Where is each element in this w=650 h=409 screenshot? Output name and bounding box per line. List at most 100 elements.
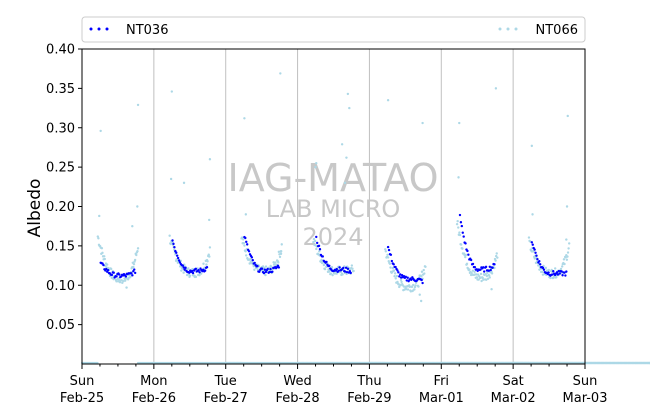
nt066-outlier-point [386,98,390,102]
nt066-point [487,274,491,277]
nt066-point [422,268,425,272]
x-tick-label-date: Mar-03 [563,391,608,406]
nt036-point [564,274,567,277]
nt066-point [393,272,397,275]
nt066-point [465,262,469,266]
nt066-point [391,266,395,270]
nt036-point [321,255,324,258]
nt066-outlier-point [136,103,140,107]
nt066-outlier-point [419,299,423,303]
y-tick-label: 0.20 [46,200,75,215]
nt066-point [566,255,569,258]
nt036-point [197,268,200,272]
nt066-point [541,270,544,274]
nt066-point [488,276,491,279]
nt066-point [424,265,427,268]
nt066-outlier-point [136,205,139,208]
nt036-point [565,270,568,273]
nt066-point [464,253,468,257]
nt036-point [262,271,266,275]
nt066-point [279,250,283,253]
nt066-point [480,279,483,283]
watermark-line-3: 2024 [302,223,363,251]
nt066-point [475,276,479,279]
nt036-point [471,262,475,266]
nt066-point [178,265,182,268]
nt066-outlier-point [279,72,282,75]
nt066-point [248,262,251,265]
nt066-point [240,236,244,239]
nt066-point [315,247,318,251]
nt066-point [133,258,137,262]
nt066-point [562,258,566,261]
nt036-point [342,266,345,270]
nt066-point [331,273,334,277]
legend-label-nt066: NT066 [536,23,578,38]
nt066-point [486,277,490,280]
nt066-point [322,263,326,267]
nt036-point [461,231,464,234]
nt036-point [106,268,110,272]
nt066-outlier-point [566,114,569,118]
y-tick-label: 0.40 [46,43,75,58]
nt066-outlier-point [346,92,350,96]
nt066-point [350,264,354,267]
nt066-point [208,246,212,249]
x-tick-label-weekday: Tue [214,374,237,389]
nt036-point [133,268,136,271]
nt066-point [559,267,563,271]
x-tick-label-weekday: Thu [356,374,381,389]
nt036-point [410,278,413,281]
nt066-point [244,250,247,253]
nt036-point [268,270,271,274]
nt036-point [399,276,403,279]
nt066-point [103,257,107,261]
nt036-point [487,269,491,272]
nt066-point [412,283,415,287]
nt066-point [100,247,104,250]
nt066-outlier-point [98,214,101,218]
nt036-point [404,275,408,279]
nt036-point [536,257,539,261]
nt036-point [558,272,561,275]
nt066-point [386,256,390,259]
nt036-point [124,275,128,278]
nt066-outlier-point [244,213,248,216]
nt066-point [115,280,118,283]
nt036-point [390,259,394,263]
nt036-point [346,267,350,271]
nt066-point [420,275,423,278]
nt066-point [169,242,173,246]
nt066-point [278,255,282,259]
y-axis: 0.05 0.10 0.15 0.20 0.25 0.30 0.35 0.40 [46,43,82,333]
nt066-point [182,271,185,274]
nt036-point [406,276,409,279]
nt066-point [264,273,267,277]
nt036-point [552,270,555,273]
nt066-point [118,281,122,284]
nt036-point [491,266,494,270]
y-tick-label: 0.15 [46,239,75,254]
nt036-point [421,281,424,285]
nt036-point [271,270,274,274]
nt066-point [399,278,403,282]
nt066-point [242,241,246,245]
nt066-outlier-point [530,144,534,148]
nt066-point [490,272,494,275]
nt036-point [244,236,247,240]
nt066-point [132,262,136,266]
nt066-point [544,266,548,270]
nt036-point [325,260,328,264]
nt066-point [198,273,201,277]
x-tick-label-weekday: Sun [573,374,598,389]
nt036-point [173,245,176,249]
x-tick-label-weekday: Wed [283,374,311,389]
nt066-point [320,258,323,261]
nt066-point [335,272,338,275]
nt066-point [565,258,569,262]
nt066-point [485,274,489,278]
nt066-point [256,268,260,271]
nt036-point [483,270,486,273]
y-tick-label: 0.25 [46,161,75,176]
nt036-point [541,266,545,270]
